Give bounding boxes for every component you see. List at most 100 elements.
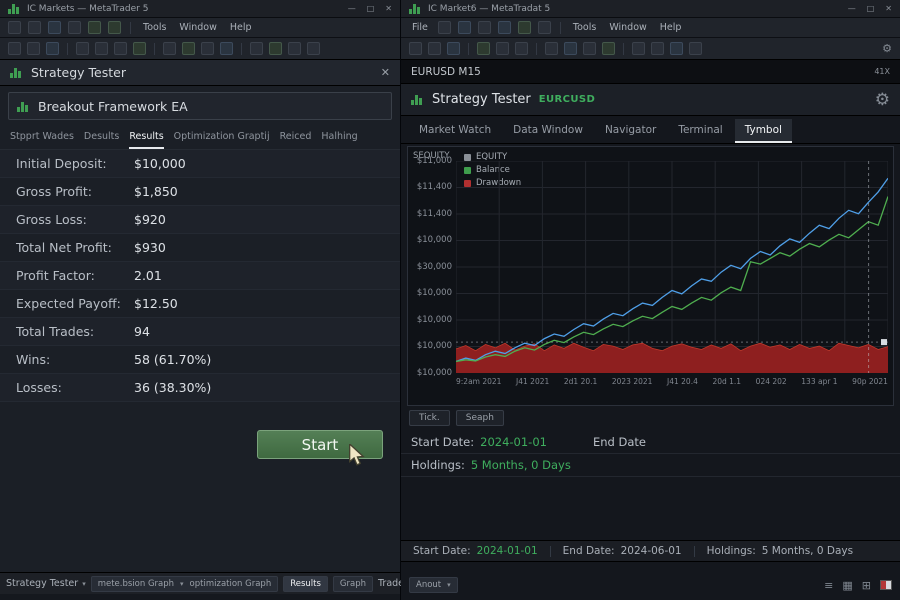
menu-help[interactable]: Help	[659, 22, 682, 33]
minimize-button[interactable]: —	[347, 4, 356, 13]
toolbar-icon[interactable]	[602, 42, 615, 55]
bottom-tab-label: Graph	[339, 578, 366, 589]
settings-gear-icon[interactable]: ⚙	[874, 89, 890, 110]
toolbar-icon[interactable]	[409, 42, 422, 55]
tab-data-window[interactable]: Data Window	[513, 124, 583, 136]
toolbar-icon[interactable]	[564, 42, 577, 55]
menu-window[interactable]: Window	[179, 22, 217, 33]
toolbar-icon[interactable]	[48, 21, 61, 34]
toolbar-icon[interactable]	[27, 42, 40, 55]
add-icon[interactable]	[517, 21, 531, 34]
start-date-value[interactable]: 2024-01-01	[480, 435, 547, 449]
about-dropdown[interactable]: Anout ▾	[409, 577, 458, 593]
add-icon[interactable]	[88, 21, 101, 34]
toolbar-separator	[559, 21, 561, 34]
maximize-button[interactable]: □	[866, 4, 875, 13]
toolbar-icon[interactable]	[670, 42, 683, 55]
result-row: Gross Loss: $920	[0, 206, 400, 234]
bottom-tab-label: Results	[290, 578, 321, 589]
legend-item: EQUITY	[464, 152, 521, 162]
toolbar-icon[interactable]	[477, 42, 490, 55]
chevron-down-icon: ▾	[82, 579, 86, 588]
toolbar-icon[interactable]	[457, 21, 471, 34]
close-button[interactable]: ✕	[885, 4, 892, 13]
grid-layout-icon[interactable]: ⊞	[861, 578, 871, 592]
chevron-down-icon: ▾	[180, 579, 184, 588]
tab-optimization-graph[interactable]: Optimization Graptij	[173, 131, 270, 142]
result-value: $930	[134, 240, 166, 255]
toolbar-icon[interactable]	[583, 42, 596, 55]
toolbar-icon[interactable]	[496, 42, 509, 55]
tick-button[interactable]: Tick.	[409, 410, 450, 426]
menu-tools[interactable]: Tools	[572, 22, 597, 33]
tester-dropdown[interactable]: Strategy Tester ▾	[6, 578, 86, 589]
toolbar-icon[interactable]	[201, 42, 214, 55]
start-button[interactable]: Start	[257, 430, 383, 459]
bottom-tab-graph[interactable]: Graph	[332, 575, 373, 592]
toolbar-icon[interactable]	[46, 42, 59, 55]
bottom-tab-label: Trade	[378, 578, 405, 589]
menu-window[interactable]: Window	[609, 22, 647, 33]
toolbar-icon[interactable]	[8, 21, 21, 34]
tab-reiced[interactable]: Reiced	[279, 131, 312, 142]
toolbar-icon[interactable]	[182, 42, 195, 55]
tester-tabs: Stpprt Wades Desults Results Optimizatio…	[0, 124, 400, 150]
holdings-value: 5 Months, 0 Days	[470, 458, 571, 472]
toolbar-icon[interactable]	[437, 21, 451, 34]
menu-file[interactable]: File	[412, 22, 428, 33]
toolbar-icon[interactable]	[537, 21, 551, 34]
toolbar-icon[interactable]	[545, 42, 558, 55]
toolbar-icon[interactable]	[269, 42, 282, 55]
ea-selector[interactable]: Breakout Framework EA	[8, 92, 392, 120]
minimize-button[interactable]: —	[847, 4, 856, 13]
chart-tab-controls[interactable]: 41X	[874, 67, 890, 76]
toolbar-icon[interactable]	[477, 21, 491, 34]
tab-results[interactable]: Results	[129, 131, 164, 149]
toolbar-icon[interactable]	[428, 42, 441, 55]
tab-market-watch[interactable]: Market Watch	[419, 124, 492, 136]
toolbar-icon[interactable]	[447, 42, 460, 55]
holdings-label: Holdings:	[411, 458, 465, 472]
toolbar-icon[interactable]	[689, 42, 702, 55]
tab-navigator[interactable]: Navigator	[604, 124, 657, 136]
panel-close-icon[interactable]: ✕	[380, 66, 390, 79]
toolbar-icon[interactable]	[68, 21, 81, 34]
bottom-tab-graph-group[interactable]: mete.bsion Graph ▾ optimization Graph	[90, 575, 279, 592]
status-end-date-value: 2024-06-01	[620, 545, 682, 557]
tab-settings[interactable]: Stpprt Wades	[10, 131, 74, 142]
toolbar-icon[interactable]	[250, 42, 263, 55]
graph-button[interactable]: Seaph	[455, 410, 504, 426]
toolbar-icon[interactable]	[133, 42, 146, 55]
maximize-button[interactable]: □	[366, 4, 375, 13]
toolbar-icon[interactable]	[76, 42, 89, 55]
toolbar-icon[interactable]	[28, 21, 41, 34]
toolbar-icon[interactable]	[95, 42, 108, 55]
menu-icon[interactable]: ≡	[824, 578, 834, 592]
toolbar-icon[interactable]	[307, 42, 320, 55]
chart-plot-area[interactable]	[456, 161, 888, 373]
toolbar-icon[interactable]	[515, 42, 528, 55]
chart-tab-eurusd[interactable]: EURUSD M15	[411, 65, 481, 78]
result-label: Wins:	[16, 352, 51, 367]
tab-terminal[interactable]: Terminal	[678, 124, 723, 136]
menu-tools[interactable]: Tools	[143, 22, 167, 33]
toolbar-icon[interactable]	[497, 21, 511, 34]
toolbar-icon[interactable]	[163, 42, 176, 55]
toolbar-icon[interactable]	[114, 42, 127, 55]
tab-symbol[interactable]: Tymbol	[734, 119, 792, 143]
toolbar-icon[interactable]	[220, 42, 233, 55]
grid-icon[interactable]: ▦	[842, 578, 853, 592]
tab-halhing[interactable]: Halhing	[321, 131, 358, 142]
tab-results-alt[interactable]: Desults	[83, 131, 120, 142]
menu-help[interactable]: Help	[229, 22, 252, 33]
toolbar-icon[interactable]	[651, 42, 664, 55]
add-icon[interactable]	[108, 21, 121, 34]
gear-icon[interactable]: ⚙	[882, 42, 892, 55]
close-button[interactable]: ✕	[385, 4, 392, 13]
x-axis-labels: 9:2am 2021 J41 2021 2d1 20.1 2023 2021 J…	[456, 377, 888, 386]
toolbar-icon[interactable]	[8, 42, 21, 55]
toolbar-icon[interactable]	[632, 42, 645, 55]
bottom-tab-results[interactable]: Results	[283, 575, 328, 592]
toolbar-icon[interactable]	[288, 42, 301, 55]
end-date-label: End Date	[592, 435, 646, 449]
